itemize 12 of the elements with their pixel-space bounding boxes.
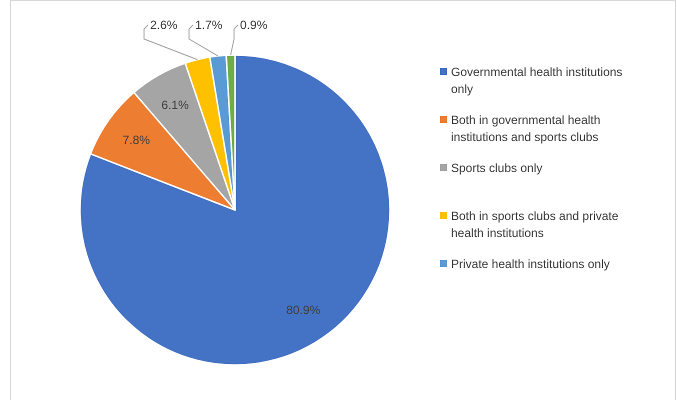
legend-label: Sports clubs only [451, 161, 542, 175]
data-label: 0.9% [240, 18, 268, 32]
pie-slice [79, 54, 391, 366]
legend-label: Both in sports clubs and private health institutions [451, 209, 619, 240]
legend-label: Both in governmental health institutions and sports clubs [451, 113, 600, 144]
data-label: 7.8% [122, 133, 150, 148]
data-label: 1.7% [195, 18, 223, 32]
data-label: 80.9% [286, 302, 321, 317]
legend-label: Governmental health institutions only [451, 65, 622, 96]
data-label: 2.6% [150, 18, 178, 32]
data-label: 6.1% [161, 98, 190, 112]
legend-label: Private health institutions only [451, 257, 610, 271]
